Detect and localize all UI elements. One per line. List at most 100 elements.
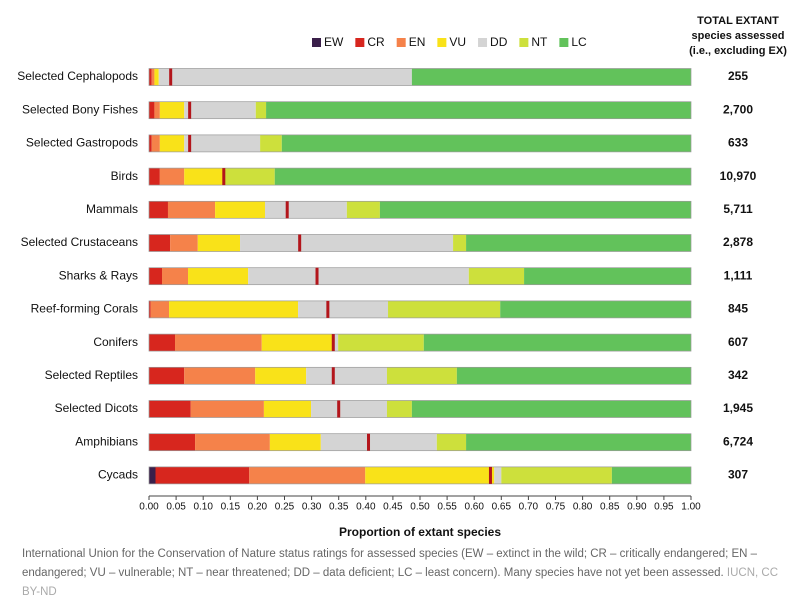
chart: Proportion of extant species EW CR EN VU DD N…: [17, 15, 787, 539]
bar-segment: [184, 101, 256, 119]
category-label: Selected Bony Fishes: [22, 102, 138, 116]
x-tick-label: 0.85: [600, 502, 620, 513]
bar-segment: [149, 201, 168, 219]
bar-segment: [248, 267, 469, 285]
category-label: Sharks & Rays: [59, 268, 138, 282]
bar-segment: [154, 101, 160, 119]
category-label: Amphibians: [75, 434, 138, 448]
bar-segment: [149, 433, 196, 451]
bar-segment: [151, 134, 160, 152]
bar-outline: [148, 267, 692, 286]
bar-segment: [184, 367, 256, 385]
threat-marker: [188, 101, 192, 119]
bar-segment: [311, 400, 387, 418]
total-label: 307: [728, 468, 748, 482]
bar-segment: [162, 267, 189, 285]
category-label: Selected Crustaceans: [21, 235, 138, 249]
legend-swatch: [437, 38, 447, 47]
total-label: 633: [728, 136, 748, 150]
bar-segment: [386, 367, 457, 385]
legend-label: CR: [367, 35, 385, 49]
legend-label: EN: [409, 35, 426, 49]
bar-segment: [411, 68, 691, 86]
bar-segment: [149, 334, 176, 352]
bar-segment: [501, 466, 612, 484]
bar-segment: [155, 466, 250, 484]
total-label: 342: [728, 368, 748, 382]
threat-marker: [188, 134, 192, 152]
bar-segment: [149, 168, 160, 186]
total-label: 2,878: [723, 235, 753, 249]
x-tick-label: 0.65: [492, 502, 512, 513]
category-label: Selected Gastropods: [26, 136, 138, 150]
bar-segment: [169, 300, 299, 318]
total-label: 607: [728, 335, 748, 349]
bar-segment: [453, 234, 467, 252]
threat-marker: [169, 68, 173, 86]
threat-marker: [367, 433, 371, 451]
bar-segment: [255, 101, 267, 119]
bar-segment: [190, 400, 264, 418]
threat-marker: [331, 367, 335, 385]
total-label: 2,700: [723, 102, 753, 116]
bar-segment: [149, 267, 163, 285]
bar-outline: [148, 167, 692, 186]
x-tick-label: 0.55: [437, 502, 457, 513]
bar-segment: [306, 367, 387, 385]
bar-segment: [346, 201, 380, 219]
bar-segment: [224, 168, 275, 186]
total-label: 1,111: [724, 268, 753, 282]
bar-segment: [456, 367, 691, 385]
bar-segment: [266, 101, 691, 119]
bar-segment: [260, 134, 282, 152]
totals-header: (i.e., excluding EX): [689, 45, 787, 57]
bar-segment: [159, 101, 185, 119]
x-tick-label: 0.70: [519, 502, 539, 513]
bar-segment: [149, 367, 185, 385]
bar-outline: [148, 200, 692, 219]
x-tick-label: 0.75: [546, 502, 566, 513]
bar-outline: [148, 433, 692, 452]
bar-outline: [148, 466, 692, 485]
legend-swatch: [396, 38, 406, 47]
bar-segment: [184, 134, 261, 152]
bar-segment: [154, 68, 159, 86]
category-label: Cycads: [98, 468, 138, 482]
threat-marker: [285, 201, 289, 219]
legend-label: NT: [531, 35, 548, 49]
caption: International Union for the Conservation…: [22, 545, 782, 595]
category-label: Selected Cephalopods: [17, 69, 138, 83]
category-label: Selected Dicots: [55, 401, 138, 415]
x-tick-label: 0.50: [410, 502, 430, 513]
bar-outline: [148, 300, 692, 319]
bar-segment: [195, 433, 270, 451]
x-tick-label: 0.40: [356, 502, 376, 513]
totals-header: species assessed: [692, 30, 785, 42]
bar-segment: [386, 400, 412, 418]
threat-marker: [298, 234, 302, 252]
threat-marker: [315, 267, 319, 285]
threat-marker: [326, 300, 330, 318]
x-tick-label: 0.80: [573, 502, 593, 513]
bar-outline: [148, 101, 692, 120]
bar-segment: [298, 300, 389, 318]
threat-marker: [222, 168, 226, 186]
bar-outline: [148, 333, 692, 352]
bar-segment: [320, 433, 437, 451]
bar-segment: [379, 201, 691, 219]
category-label: Birds: [111, 169, 138, 183]
bar-segment: [149, 466, 156, 484]
legend-label: DD: [490, 35, 508, 49]
threat-marker: [488, 466, 492, 484]
x-axis-label: Proportion of extant species: [339, 525, 501, 539]
threat-marker: [337, 400, 341, 418]
bar-segment: [149, 101, 155, 119]
bar-segment: [149, 300, 151, 318]
x-tick-label: 0.20: [248, 502, 268, 513]
bar-segment: [500, 300, 691, 318]
bar-segment: [215, 201, 265, 219]
bar-segment: [466, 234, 691, 252]
bar-segment: [388, 300, 501, 318]
legend-label: EW: [324, 35, 344, 49]
